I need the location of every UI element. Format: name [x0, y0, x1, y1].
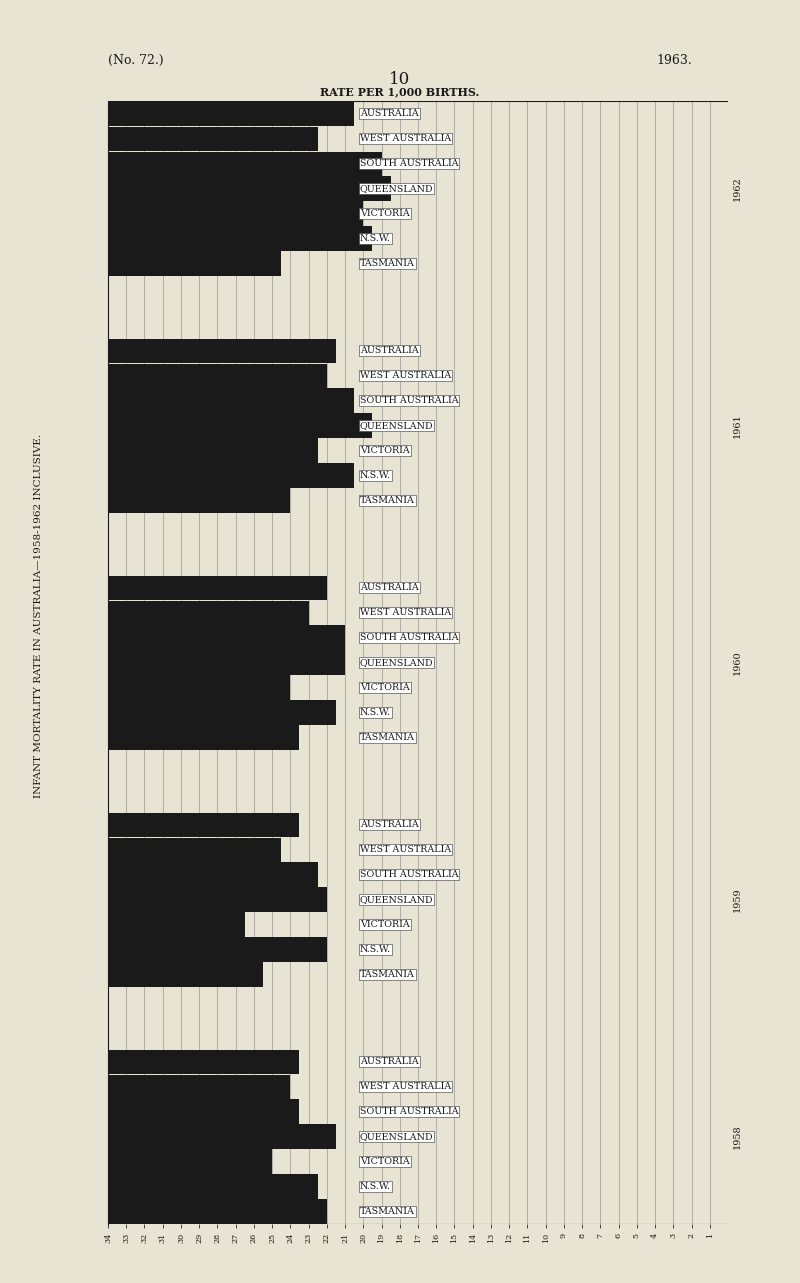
Bar — [108, 1150, 272, 1174]
Text: SOUTH AUSTRALIA: SOUTH AUSTRALIA — [360, 1107, 458, 1116]
Bar — [108, 363, 327, 387]
Text: SOUTH AUSTRALIA: SOUTH AUSTRALIA — [360, 396, 458, 405]
Bar — [108, 101, 354, 126]
Bar — [108, 1124, 336, 1148]
Text: QUEENSLAND: QUEENSLAND — [360, 658, 433, 667]
Text: VICTORIA: VICTORIA — [360, 683, 410, 692]
Text: TASMANIA: TASMANIA — [360, 259, 414, 268]
Text: WEST AUSTRALIA: WEST AUSTRALIA — [360, 135, 451, 144]
Text: TASMANIA: TASMANIA — [360, 1207, 414, 1216]
Bar — [108, 177, 390, 201]
Bar — [108, 127, 318, 151]
Text: N.S.W.: N.S.W. — [360, 946, 390, 955]
Text: VICTORIA: VICTORIA — [360, 446, 410, 455]
Bar — [108, 151, 382, 176]
Bar — [108, 600, 309, 625]
Text: 1961: 1961 — [733, 413, 742, 438]
Text: VICTORIA: VICTORIA — [360, 1157, 410, 1166]
Text: WEST AUSTRALIA: WEST AUSTRALIA — [360, 371, 451, 380]
Text: SOUTH AUSTRALIA: SOUTH AUSTRALIA — [360, 159, 458, 168]
Bar — [108, 576, 327, 600]
Bar — [108, 1075, 290, 1100]
Text: 1962: 1962 — [733, 176, 742, 201]
Bar — [108, 339, 336, 363]
Bar — [108, 650, 345, 675]
Text: SOUTH AUSTRALIA: SOUTH AUSTRALIA — [360, 870, 458, 879]
Bar — [108, 489, 290, 513]
Bar — [108, 912, 245, 937]
Bar — [108, 701, 336, 725]
Bar — [108, 226, 373, 250]
Text: 1960: 1960 — [733, 650, 742, 675]
Bar — [108, 838, 282, 862]
Text: 1958: 1958 — [733, 1124, 742, 1150]
Text: RATE PER 1,000 BIRTHS.: RATE PER 1,000 BIRTHS. — [320, 86, 480, 98]
Bar — [108, 962, 263, 987]
Text: SOUTH AUSTRALIA: SOUTH AUSTRALIA — [360, 634, 458, 643]
Bar — [108, 725, 299, 749]
Text: TASMANIA: TASMANIA — [360, 733, 414, 742]
Bar — [108, 1174, 318, 1198]
Text: (No. 72.): (No. 72.) — [108, 54, 164, 67]
Bar — [108, 463, 354, 488]
Bar — [108, 812, 299, 837]
Text: N.S.W.: N.S.W. — [360, 1182, 390, 1191]
Text: AUSTRALIA: AUSTRALIA — [360, 820, 418, 829]
Bar — [108, 888, 327, 912]
Text: TASMANIA: TASMANIA — [360, 497, 414, 506]
Text: N.S.W.: N.S.W. — [360, 708, 390, 717]
Text: AUSTRALIA: AUSTRALIA — [360, 109, 418, 118]
Text: INFANT MORTALITY RATE IN AUSTRALIA—1958-1962 INCLUSIVE.: INFANT MORTALITY RATE IN AUSTRALIA—1958-… — [34, 434, 43, 798]
Bar — [108, 389, 354, 413]
Bar — [108, 938, 327, 962]
Text: WEST AUSTRALIA: WEST AUSTRALIA — [360, 845, 451, 854]
Text: QUEENSLAND: QUEENSLAND — [360, 421, 433, 430]
Bar — [108, 439, 318, 463]
Text: 1963.: 1963. — [656, 54, 692, 67]
Text: VICTORIA: VICTORIA — [360, 920, 410, 929]
Text: QUEENSLAND: QUEENSLAND — [360, 1132, 433, 1141]
Bar — [108, 1049, 299, 1074]
Text: N.S.W.: N.S.W. — [360, 234, 390, 242]
Text: 1959: 1959 — [733, 888, 742, 912]
Bar — [108, 413, 373, 438]
Bar — [108, 1200, 327, 1224]
Text: AUSTRALIA: AUSTRALIA — [360, 346, 418, 355]
Text: AUSTRALIA: AUSTRALIA — [360, 584, 418, 593]
Text: QUEENSLAND: QUEENSLAND — [360, 185, 433, 194]
Text: 10: 10 — [390, 71, 410, 87]
Text: QUEENSLAND: QUEENSLAND — [360, 896, 433, 905]
Text: AUSTRALIA: AUSTRALIA — [360, 1057, 418, 1066]
Bar — [108, 862, 318, 887]
Text: N.S.W.: N.S.W. — [360, 471, 390, 480]
Bar — [108, 626, 345, 650]
Bar — [108, 201, 363, 226]
Text: WEST AUSTRALIA: WEST AUSTRALIA — [360, 608, 451, 617]
Bar — [108, 675, 290, 699]
Bar — [108, 251, 282, 276]
Text: VICTORIA: VICTORIA — [360, 209, 410, 218]
Text: TASMANIA: TASMANIA — [360, 970, 414, 979]
Bar — [108, 1100, 299, 1124]
Text: WEST AUSTRALIA: WEST AUSTRALIA — [360, 1083, 451, 1092]
